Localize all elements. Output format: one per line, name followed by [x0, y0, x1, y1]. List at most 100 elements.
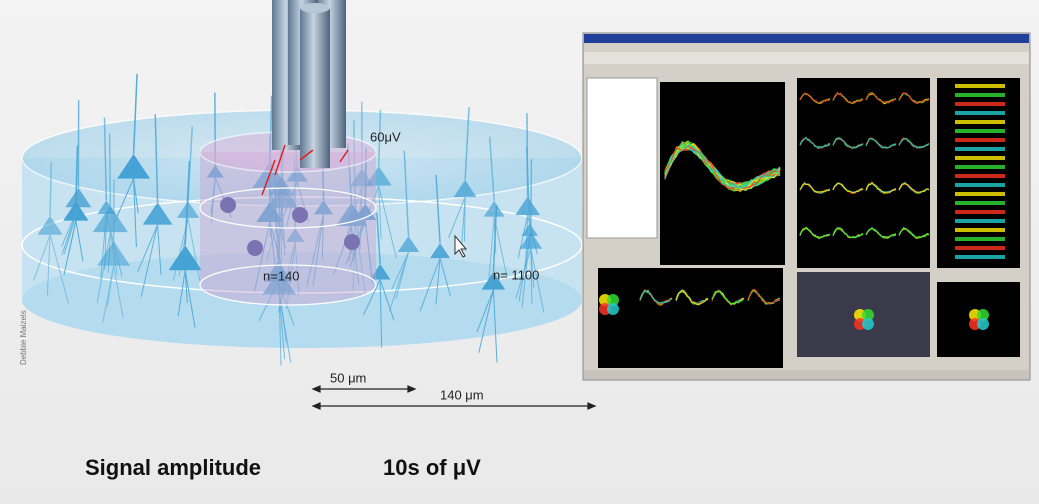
waveform [832, 137, 864, 150]
dendrite [105, 213, 123, 277]
neuron [92, 133, 128, 303]
soma [369, 264, 391, 280]
list-row [955, 84, 1005, 88]
dendrite [362, 279, 381, 316]
dendrite [178, 217, 189, 276]
soma [521, 223, 539, 236]
dendrite [460, 197, 466, 252]
dendrite [378, 185, 397, 259]
soma [63, 201, 89, 221]
list-row [955, 237, 1005, 241]
dendrite [379, 279, 383, 348]
waveform [664, 140, 781, 192]
neurons [33, 73, 545, 366]
soma-dark [247, 240, 263, 256]
dendrite [286, 241, 296, 309]
waveform [898, 227, 930, 240]
dendrite [435, 174, 441, 244]
dendrite [515, 248, 532, 299]
scale-bars [311, 385, 597, 410]
cluster [862, 309, 874, 321]
list-row [955, 201, 1005, 205]
dendrite [530, 248, 533, 305]
waveform [799, 181, 831, 194]
dendrite [478, 289, 494, 353]
soma-dark [292, 207, 308, 223]
dendrite [376, 212, 381, 265]
waveform [865, 181, 897, 195]
dendrite [75, 220, 84, 262]
dendrite [321, 214, 325, 260]
inner-count: n=140 [263, 268, 300, 283]
scale-inner: 50 μm [330, 370, 366, 385]
dendrite [172, 217, 189, 281]
dendrite [254, 221, 271, 292]
dendrite [389, 251, 409, 311]
soma [430, 243, 451, 259]
list-row [955, 102, 1005, 106]
credit: Debbie Maizels [19, 310, 28, 365]
soma [519, 231, 543, 249]
neuron [113, 73, 150, 247]
dendrite [177, 270, 186, 317]
soma-dark [220, 197, 236, 213]
dendrite [46, 234, 51, 296]
dendrite [269, 187, 286, 249]
soma [365, 166, 392, 186]
waveform [865, 92, 897, 104]
dendrite [154, 114, 159, 203]
waveform [898, 137, 930, 149]
list-row [955, 228, 1005, 232]
cursor [454, 234, 468, 258]
waveform [898, 181, 930, 194]
dendrite [278, 294, 292, 363]
dendrite [157, 224, 162, 275]
neuron [172, 126, 201, 281]
waveform [865, 227, 897, 239]
neuron [483, 136, 508, 291]
dendrite [530, 248, 545, 313]
dendrite [187, 217, 201, 281]
dendrite [113, 265, 124, 318]
waveform [639, 289, 673, 304]
dendrite [49, 234, 69, 304]
list-row [955, 93, 1005, 97]
list-row [955, 147, 1005, 151]
soma [515, 196, 540, 216]
soma [286, 228, 305, 242]
dendrite [269, 187, 281, 251]
list-row [955, 192, 1005, 196]
dendrite [378, 185, 382, 239]
waveform [747, 288, 781, 305]
cluster [607, 294, 619, 306]
dendrite [113, 178, 135, 223]
list-row [955, 165, 1005, 169]
soma [349, 168, 375, 187]
waveform [799, 183, 831, 193]
soma [354, 203, 377, 220]
neuron [365, 109, 397, 259]
cluster [977, 309, 989, 321]
amplitude-label: 60μV [370, 129, 401, 144]
soma [97, 200, 116, 214]
soma [117, 153, 150, 179]
dendrite [294, 241, 300, 294]
dendrite [448, 196, 466, 239]
soma [268, 175, 295, 196]
dendrite [96, 231, 111, 303]
soma [65, 187, 92, 208]
dendrite [133, 178, 137, 247]
outer-count: n= 1100 [493, 267, 539, 282]
neuron [515, 159, 545, 313]
neuron [419, 174, 451, 312]
soma [286, 165, 308, 182]
dendrite [493, 216, 497, 254]
cluster [977, 318, 989, 330]
dendrite [354, 220, 366, 294]
list-row [955, 174, 1005, 178]
waveform [799, 227, 831, 240]
dendrite [517, 215, 529, 259]
waveform [865, 138, 897, 149]
dendrite [379, 279, 395, 321]
